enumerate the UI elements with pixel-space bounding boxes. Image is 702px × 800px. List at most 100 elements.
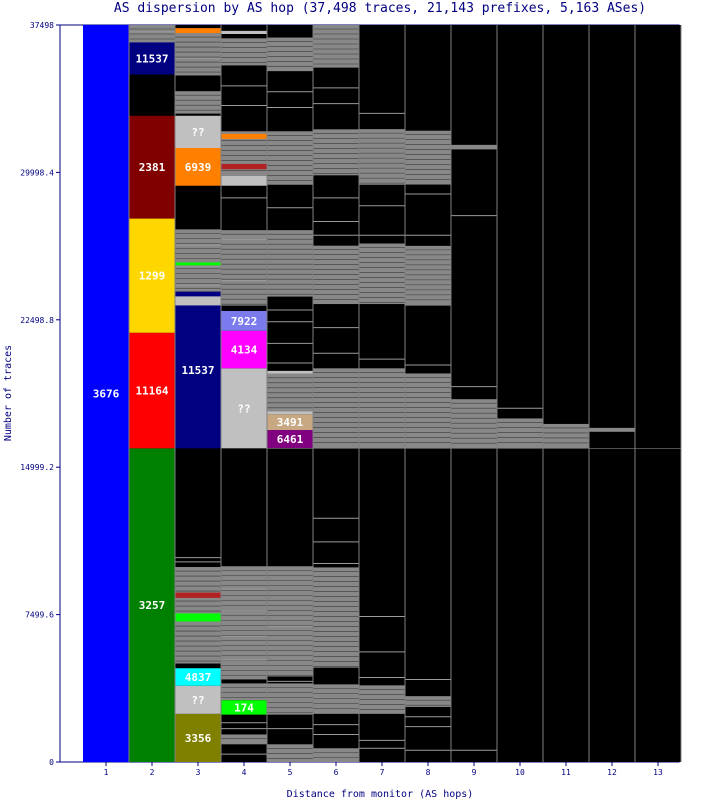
- other-as-block: [405, 130, 451, 185]
- other-as-block: [313, 368, 359, 449]
- as-segment-bar: [175, 296, 221, 306]
- other-as-block: [359, 129, 405, 185]
- as-segment-label: 3491: [277, 416, 304, 429]
- as-segment-bar: [221, 30, 267, 35]
- y-axis-label: Number of traces: [3, 345, 14, 441]
- as-segment-bar: [267, 411, 313, 415]
- other-as-separators: [359, 689, 405, 710]
- other-as-block: [221, 38, 267, 66]
- as-segment-label: 3676: [93, 388, 120, 401]
- x-tick-label: 11: [561, 768, 571, 777]
- as-segment-label: 2381: [139, 161, 166, 174]
- as-segment-label: ??: [191, 694, 204, 707]
- other-as-separators: [543, 427, 589, 444]
- as-segment-bar: [175, 28, 221, 34]
- other-as-separators: [313, 249, 359, 300]
- as-segment-label: 11537: [181, 364, 214, 377]
- as-segment-bar: [129, 42, 175, 75]
- other-as-block: [359, 243, 405, 305]
- other-as-block: [267, 230, 313, 297]
- as-segment-label: 11537: [135, 52, 168, 65]
- x-axis-label: Distance from monitor (AS hops): [287, 789, 474, 800]
- other-as-block: [543, 423, 589, 449]
- as-segment-bar: [129, 115, 175, 219]
- as-segment-bar: [267, 414, 313, 431]
- as-segment-bar: [175, 592, 221, 598]
- other-as-block: [313, 25, 359, 68]
- other-as-separators: [359, 372, 405, 443]
- other-as-separators: [267, 569, 313, 676]
- other-as-separators: [267, 233, 313, 295]
- y-tick-label: 29998.4: [20, 168, 54, 177]
- other-as-block: [451, 144, 497, 150]
- y-tick-label: 7499.6: [25, 611, 54, 620]
- as-segment-bar: [221, 700, 267, 715]
- as-segment-bar: [175, 685, 221, 714]
- other-as-block: [267, 131, 313, 185]
- y-tick-label: 22498.8: [20, 316, 54, 325]
- other-as-block: [313, 567, 359, 668]
- other-as-separators: [221, 687, 267, 698]
- other-as-block: [267, 683, 313, 715]
- x-tick-label: 7: [380, 768, 385, 777]
- as-segment-label: 1299: [139, 270, 166, 283]
- x-tick-label: 6: [334, 768, 339, 777]
- x-tick-label: 5: [288, 768, 293, 777]
- other-as-separators: [221, 569, 267, 676]
- other-as-separators: [221, 42, 267, 63]
- as-segment-label: 3356: [185, 732, 212, 745]
- x-tick-label: 10: [515, 768, 525, 777]
- other-as-separators: [313, 372, 359, 443]
- as-segment-bar: [175, 147, 221, 186]
- as-segment-bar: [267, 370, 313, 374]
- other-as-block: [175, 229, 221, 292]
- as-segment-bar: [221, 310, 267, 331]
- as-segment-label: 4837: [185, 671, 212, 684]
- other-as-block: [405, 696, 451, 707]
- other-as-block: [221, 566, 267, 680]
- other-as-block: [221, 683, 267, 701]
- x-tick-label: 12: [607, 768, 617, 777]
- other-as-separators: [313, 688, 359, 709]
- as-segment-label: 6939: [185, 161, 212, 174]
- other-as-block: [267, 373, 313, 412]
- other-as-block: [497, 418, 543, 449]
- chart-title: AS dispersion by AS hop (37,498 traces, …: [114, 1, 646, 16]
- other-as-block: [313, 129, 359, 176]
- other-as-block: [221, 230, 267, 306]
- other-as-block: [267, 37, 313, 72]
- as-segment-bar: [175, 291, 221, 449]
- other-as-separators: [175, 94, 221, 111]
- other-as-separators: [313, 751, 359, 758]
- other-as-block: [359, 368, 405, 449]
- other-as-separators: [175, 233, 221, 289]
- other-as-block: [589, 427, 635, 432]
- as-segment-bar: [175, 668, 221, 686]
- x-tick-label: 8: [426, 768, 431, 777]
- other-as-separators: [267, 748, 313, 759]
- as-segment-label: 11164: [135, 385, 168, 398]
- as-segment-label: 3257: [139, 599, 166, 612]
- other-as-separators: [497, 422, 543, 443]
- as-segment-bar: [221, 175, 267, 186]
- y-tick-label: 37498: [30, 21, 54, 30]
- other-as-block: [451, 399, 497, 449]
- other-as-separators: [405, 377, 451, 443]
- other-as-separators: [267, 687, 313, 713]
- as-segment-bar: [129, 332, 175, 449]
- as-segment-bar: [129, 448, 175, 762]
- as-segment-label: 6461: [277, 433, 304, 446]
- other-as-separators: [313, 571, 359, 667]
- x-tick-label: 9: [472, 768, 477, 777]
- as-segment-bar: [221, 133, 267, 139]
- other-as-separators: [313, 28, 359, 65]
- other-as-separators: [175, 36, 221, 73]
- other-as-block: [221, 734, 267, 745]
- as-segment-bar: [221, 368, 267, 449]
- x-tick-label: 1: [104, 768, 109, 777]
- other-as-block: [175, 91, 221, 114]
- as-segment-label: 7922: [231, 315, 258, 328]
- x-tick-label: 2: [150, 768, 155, 777]
